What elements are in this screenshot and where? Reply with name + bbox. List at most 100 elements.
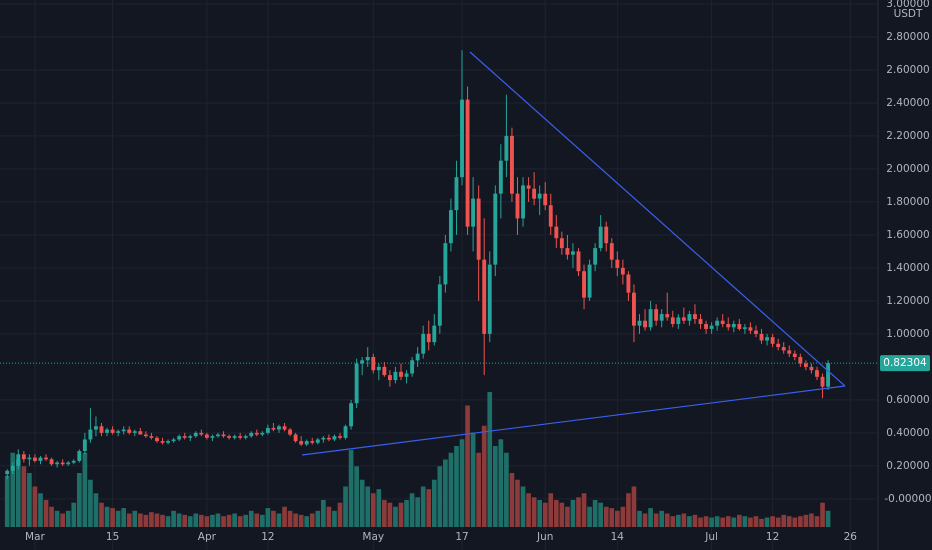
candle-body <box>343 426 348 438</box>
volume-bar <box>614 510 620 527</box>
candle-body <box>288 429 293 435</box>
candle-body <box>321 437 326 440</box>
candle-body <box>604 226 609 244</box>
x-tick-label: Apr <box>198 531 217 543</box>
volume-bar <box>675 514 681 527</box>
candle-body <box>670 317 675 324</box>
candle-body <box>798 356 803 364</box>
candle-body <box>737 323 742 329</box>
candle-body <box>554 226 559 239</box>
candle-body <box>177 436 182 440</box>
volume-bar <box>820 502 825 527</box>
volume-bar <box>126 513 132 527</box>
candle-body <box>781 347 786 351</box>
candle-body <box>232 436 237 438</box>
candle-body <box>665 314 670 318</box>
y-tick-label: 2.80000 <box>886 31 929 43</box>
volume-bar <box>653 513 659 527</box>
candle-body <box>471 198 476 227</box>
candle-body <box>293 434 298 442</box>
volume-bar <box>121 508 127 527</box>
candle-body <box>426 333 431 343</box>
candle-body <box>21 454 26 460</box>
candle-body <box>681 317 686 321</box>
candle-body <box>387 375 392 381</box>
x-tick-label: Jun <box>536 531 553 543</box>
volume-bar <box>271 510 276 527</box>
candle-body <box>410 360 415 374</box>
volume-bar <box>404 500 409 527</box>
volume-bar <box>476 452 481 527</box>
candle-body <box>731 323 736 328</box>
candle-body <box>532 188 537 199</box>
volume-bar <box>10 452 16 527</box>
candle-body <box>27 457 32 460</box>
y-tick-label: 1.60000 <box>886 229 929 241</box>
volume-bar <box>393 506 398 527</box>
volume-bar <box>648 508 653 527</box>
volume-layer <box>4 392 831 527</box>
candle-body <box>693 314 697 320</box>
candle-body <box>454 177 459 211</box>
volume-bar <box>526 493 531 527</box>
candle-body <box>210 436 215 438</box>
volume-bar <box>609 508 615 527</box>
candle-body <box>199 432 204 435</box>
candle-body <box>249 432 254 437</box>
candle-body <box>587 264 592 298</box>
candle-body <box>105 429 109 433</box>
candle-body <box>49 459 54 465</box>
candle-body <box>60 462 65 465</box>
volume-bar <box>620 506 626 527</box>
candle-body <box>742 327 747 329</box>
candle-body <box>188 436 193 438</box>
x-tick-label: Jul <box>704 531 718 543</box>
volume-bar <box>110 508 115 527</box>
candle-body <box>571 251 575 255</box>
volume-bar <box>237 516 243 527</box>
volume-bar <box>431 479 437 527</box>
candle-body <box>277 426 281 430</box>
volume-bar <box>753 516 759 527</box>
volume-bar <box>548 493 554 527</box>
volume-bar <box>171 510 176 527</box>
volume-bar <box>210 514 215 527</box>
volume-bar <box>470 432 476 527</box>
y-tick-label: 1.20000 <box>886 295 929 307</box>
candle-body <box>809 366 814 371</box>
volume-bar <box>598 502 604 527</box>
volume-bar <box>309 513 315 527</box>
volume-bar <box>165 516 171 527</box>
candle-body <box>615 259 620 268</box>
candle-body <box>349 403 354 427</box>
candle-body <box>637 320 642 326</box>
candle-body <box>820 376 825 387</box>
candle-body <box>360 360 365 364</box>
candle-body <box>765 337 770 341</box>
volume-bar <box>775 517 781 527</box>
candle-body <box>155 437 159 442</box>
trendline-lower <box>301 385 846 456</box>
candle-body <box>493 193 498 265</box>
last-price-label: 0.82304 <box>883 357 927 369</box>
volume-bar <box>248 510 254 527</box>
candle-body <box>648 309 653 328</box>
candle-body <box>421 333 426 354</box>
candle-body <box>432 325 437 343</box>
candle-body <box>221 434 226 437</box>
y-tick-label: 2.20000 <box>886 130 929 142</box>
candle-body <box>166 441 170 443</box>
candle-body <box>770 337 775 344</box>
candle-body <box>193 432 198 437</box>
volume-bar <box>637 510 642 527</box>
volume-bar <box>182 514 188 527</box>
volume-bar <box>65 510 71 527</box>
candle-body <box>632 292 636 326</box>
volume-bar <box>354 466 359 527</box>
candle-body <box>576 251 581 272</box>
candle-body <box>10 465 15 471</box>
candle-body <box>127 429 132 433</box>
candle-body <box>260 432 265 435</box>
candle-body <box>826 363 831 387</box>
volume-bar <box>232 513 237 527</box>
